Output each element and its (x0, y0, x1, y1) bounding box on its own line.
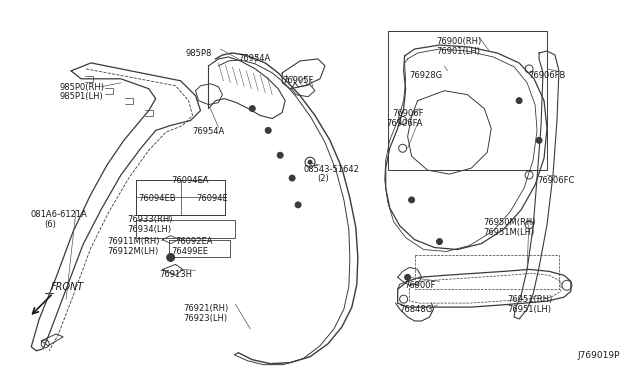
Text: 76928G: 76928G (410, 71, 443, 80)
Text: (2): (2) (317, 174, 329, 183)
Text: 76951(RH): 76951(RH) (507, 295, 552, 304)
Text: 76912M(LH): 76912M(LH) (107, 247, 158, 256)
Text: 76906F: 76906F (393, 109, 424, 118)
Circle shape (250, 106, 255, 112)
Text: 76905F: 76905F (282, 76, 314, 85)
Text: 76848G: 76848G (399, 305, 433, 314)
Text: 76913H: 76913H (160, 270, 193, 279)
Text: 76900(RH): 76900(RH) (436, 37, 482, 46)
Text: FRONT: FRONT (51, 282, 84, 292)
Circle shape (516, 98, 522, 104)
Text: 76921(RH): 76921(RH) (184, 304, 229, 313)
Circle shape (295, 202, 301, 208)
Text: 985P0(RH): 985P0(RH) (59, 83, 104, 92)
Text: 081A6-6121A: 081A6-6121A (30, 210, 87, 219)
Circle shape (404, 274, 411, 280)
Text: 76906FC: 76906FC (537, 176, 575, 185)
Text: 76951M(LH): 76951M(LH) (483, 228, 534, 237)
Circle shape (536, 137, 542, 143)
Text: 985P1(LH): 985P1(LH) (59, 92, 103, 101)
Text: 76900F: 76900F (404, 281, 436, 290)
Circle shape (265, 128, 271, 134)
Circle shape (277, 152, 283, 158)
Text: 08543-51642: 08543-51642 (303, 165, 359, 174)
Text: 76933(RH): 76933(RH) (127, 215, 172, 224)
Text: 76951(LH): 76951(LH) (507, 305, 551, 314)
Text: 76094EA: 76094EA (172, 176, 209, 185)
Text: 76911M(RH): 76911M(RH) (107, 237, 159, 246)
Circle shape (408, 197, 415, 203)
Text: (6): (6) (44, 220, 56, 229)
Text: 76934(LH): 76934(LH) (127, 225, 171, 234)
Text: 76499EE: 76499EE (172, 247, 209, 256)
Circle shape (308, 160, 312, 164)
Text: 76923(LH): 76923(LH) (184, 314, 228, 323)
Circle shape (166, 253, 175, 262)
Text: 76094EB: 76094EB (139, 194, 177, 203)
Text: 76094E: 76094E (196, 194, 228, 203)
Text: 76906FA: 76906FA (387, 119, 423, 128)
Text: 985P8: 985P8 (186, 49, 212, 58)
Circle shape (289, 175, 295, 181)
Text: J769019P: J769019P (578, 351, 620, 360)
Text: 76954A: 76954A (193, 128, 225, 137)
Text: 76950M(RH): 76950M(RH) (483, 218, 536, 227)
Text: 76901(LH): 76901(LH) (436, 47, 481, 56)
Text: 76906FB: 76906FB (528, 71, 566, 80)
Circle shape (436, 238, 442, 244)
Text: 76954A: 76954A (238, 54, 271, 63)
Text: 76092EA: 76092EA (175, 237, 213, 246)
